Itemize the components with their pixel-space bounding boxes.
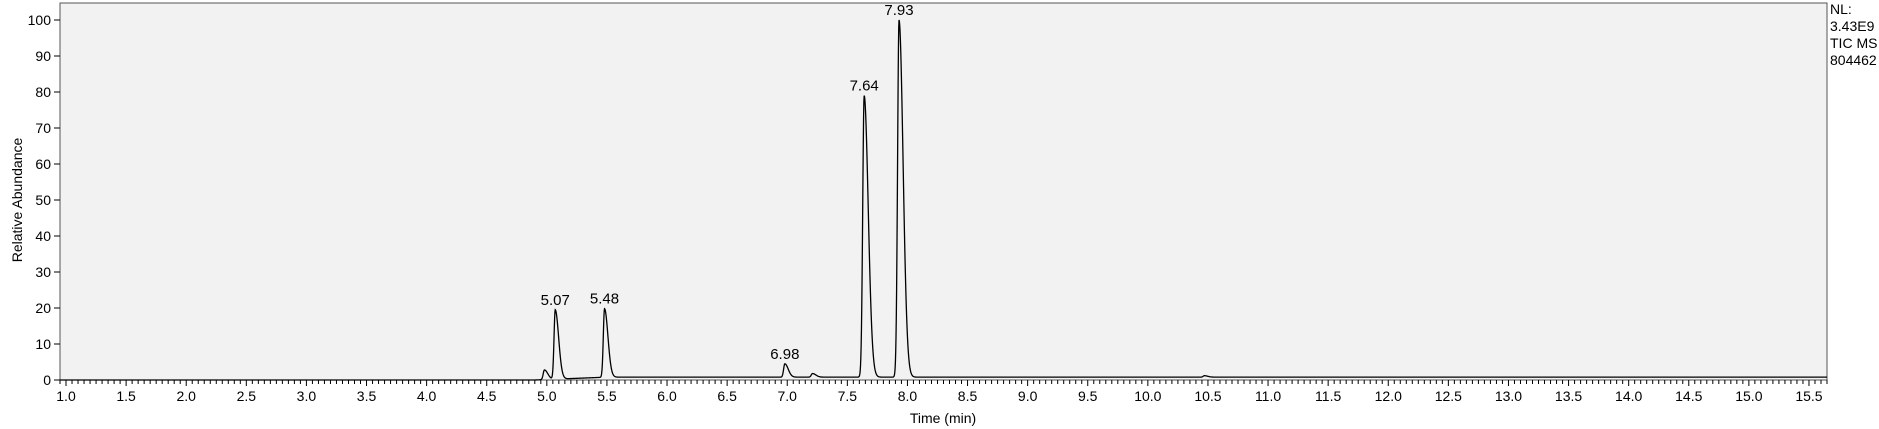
x-tick-label: 6.5: [717, 388, 737, 404]
y-tick-label: 90: [35, 48, 51, 64]
info-line: 3.43E9: [1830, 18, 1875, 34]
x-tick-label: 9.5: [1078, 388, 1098, 404]
y-axis-title: Relative Abundance: [9, 138, 25, 263]
y-tick-label: 100: [28, 12, 52, 28]
info-line: TIC MS: [1830, 35, 1877, 51]
plot-area: [59, 2, 1828, 381]
y-tick-label: 10: [35, 336, 51, 352]
tic-trace: [60, 19, 1827, 381]
x-tick-label: 12.5: [1435, 388, 1462, 404]
x-tick-label: 14.5: [1675, 388, 1702, 404]
x-tick-label: 12.0: [1375, 388, 1402, 404]
x-tick-label: 7.0: [778, 388, 798, 404]
peak-label: 5.48: [590, 291, 619, 308]
y-tick-label: 20: [35, 300, 51, 316]
x-tick-label: 15.0: [1735, 388, 1762, 404]
info-line: NL:: [1830, 1, 1852, 17]
x-tick-label: 13.0: [1495, 388, 1522, 404]
x-tick-label: 4.5: [477, 388, 497, 404]
x-tick-label: 7.5: [838, 388, 858, 404]
peak-label: 6.98: [770, 346, 799, 363]
x-tick-label: 14.0: [1615, 388, 1642, 404]
x-tick-label: 11.5: [1315, 388, 1341, 404]
x-tick-label: 9.0: [1018, 388, 1038, 404]
y-tick-label: 50: [35, 192, 51, 208]
x-tick-label: 6.0: [657, 388, 677, 404]
info-line: 804462: [1830, 52, 1877, 68]
x-tick-label: 1.5: [116, 388, 136, 404]
x-tick-label: 8.0: [898, 388, 918, 404]
x-tick-label: 5.0: [537, 388, 557, 404]
y-tick-label: 0: [43, 372, 51, 388]
x-tick-label: 15.5: [1795, 388, 1822, 404]
y-tick-label: 40: [35, 228, 51, 244]
peak-label: 7.64: [850, 78, 879, 95]
x-tick-label: 2.5: [237, 388, 257, 404]
x-tick-label: 1.0: [56, 388, 76, 404]
x-tick-label: 3.0: [297, 388, 317, 404]
peak-label: 5.07: [541, 292, 570, 309]
peak-labels: 5.07 5.48 6.98 7.64 7.93: [541, 2, 914, 363]
y-tick-label: 30: [35, 264, 51, 280]
x-tick-label: 5.5: [597, 388, 617, 404]
x-tick-label: 13.5: [1555, 388, 1582, 404]
x-tick-label: 8.5: [958, 388, 978, 404]
x-axis-title: Time (min): [910, 410, 976, 426]
x-tick-label: 10.5: [1194, 388, 1221, 404]
x-tick-label: 10.0: [1134, 388, 1161, 404]
y-tick-label: 80: [35, 84, 51, 100]
x-axis: 1.0 1.5 2.0 2.5 3.0 3.5 4.0 4.5 5.0 5.5 6.0 6.5 7.0 7…: [56, 380, 1828, 404]
normalization-info: NL: 3.43E9 TIC MS 804462: [1830, 1, 1877, 68]
y-tick-label: 60: [35, 156, 51, 172]
x-tick-label: 11.0: [1255, 388, 1281, 404]
peak-label: 7.93: [884, 2, 913, 19]
y-tick-label: 70: [35, 120, 51, 136]
y-axis: 0 10 20 30 40 50 60 70 80 90 100: [28, 12, 60, 388]
x-tick-label: 3.5: [357, 388, 377, 404]
x-tick-label: 4.0: [417, 388, 437, 404]
x-tick-label: 2.0: [176, 388, 196, 404]
